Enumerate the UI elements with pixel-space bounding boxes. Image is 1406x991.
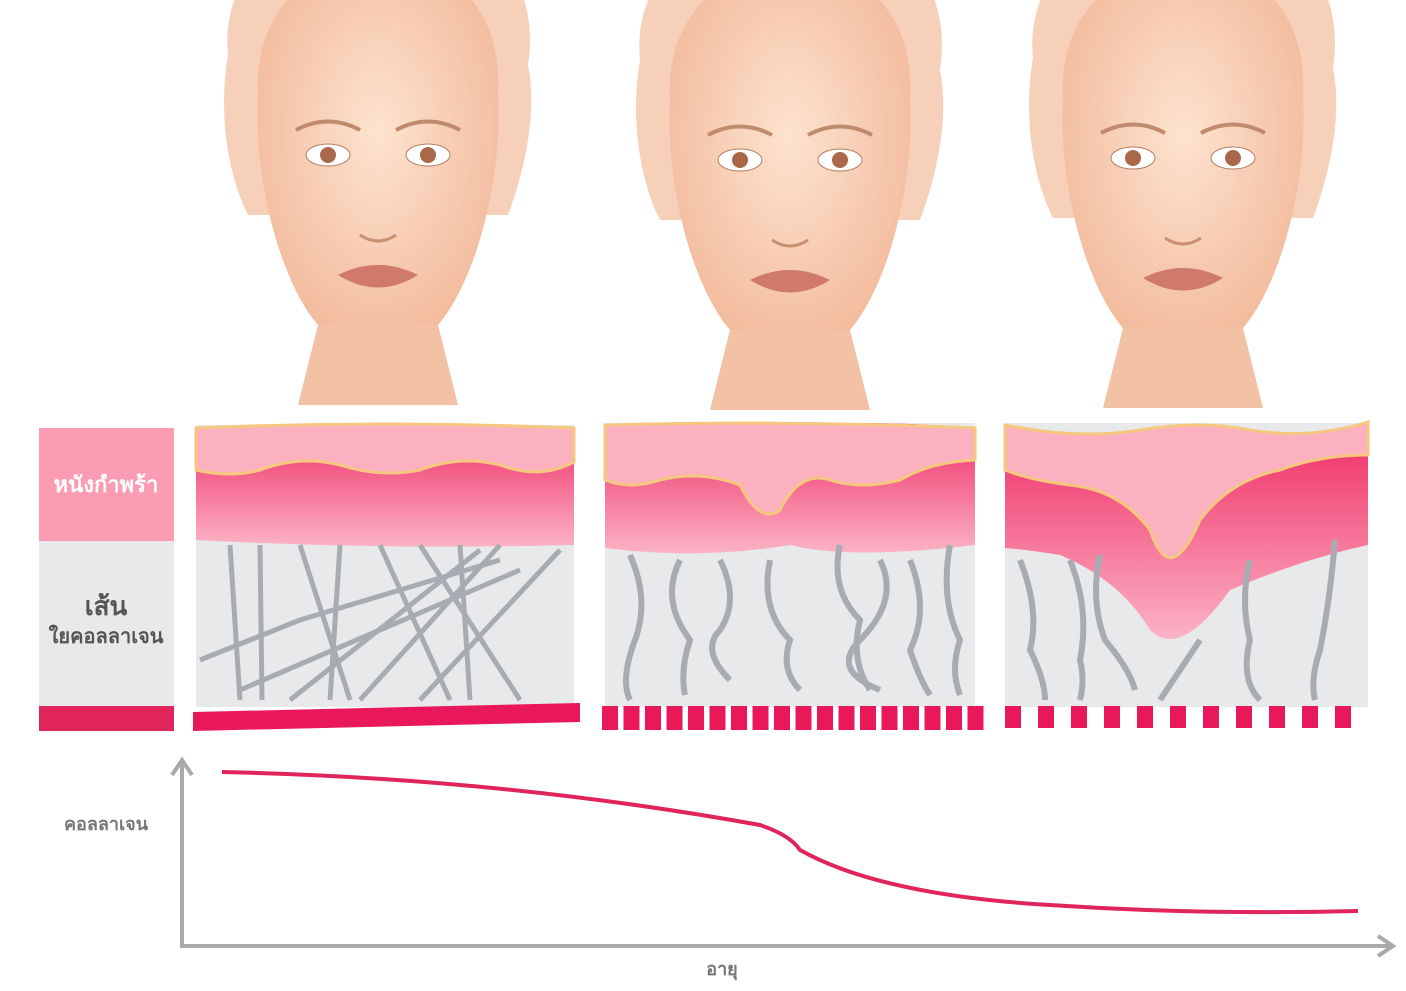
membrane-segment: [709, 706, 726, 730]
legend-fibers: [39, 541, 174, 706]
collagen-curve: [221, 770, 1359, 915]
face-old: [1027, 0, 1339, 410]
membrane-segment: [1170, 706, 1186, 728]
legend-base: [39, 706, 174, 731]
membrane-segment: [1335, 706, 1351, 728]
membrane-segment: [1302, 706, 1318, 728]
membrane-segment: [860, 706, 876, 730]
membrane-segment: [795, 706, 812, 730]
membrane-segment: [688, 706, 704, 730]
membrane-segment: [1005, 706, 1021, 728]
membrane-segment: [1071, 706, 1087, 728]
membrane-segment: [1104, 706, 1120, 728]
legend-epidermis: [39, 428, 174, 541]
basement-membranes: [602, 706, 1351, 730]
membrane-segment: [774, 706, 790, 730]
collagen-graph: คอลลาเจน อายุ: [64, 756, 1397, 981]
membrane-segment: [602, 706, 618, 730]
membrane-segment: [623, 706, 640, 730]
membrane-segment: [967, 706, 984, 730]
membrane-segment: [1203, 706, 1219, 728]
membrane-segment: [731, 706, 747, 730]
membrane-segment: [903, 706, 919, 730]
membrane-segment: [946, 706, 962, 730]
skin-panel-middle: [603, 421, 977, 707]
membrane-segment: [1038, 706, 1054, 728]
membrane-segment: [1269, 706, 1285, 728]
membrane-segment: [817, 706, 833, 730]
x-axis-label: อายุ: [706, 959, 737, 981]
fiber-label-1: เส้น: [85, 592, 128, 622]
membrane-segment: [924, 706, 941, 730]
y-axis-label: คอลลาเจน: [64, 814, 149, 835]
skin-panel-young: [193, 422, 580, 731]
membrane-segment: [881, 706, 898, 730]
membrane-segment: [645, 706, 661, 730]
membrane-segment: [1236, 706, 1252, 728]
membrane-segment: [838, 706, 855, 730]
skin-panel-old: [1003, 419, 1370, 707]
face-middle: [634, 0, 946, 412]
fiber-label-2: ใยคอลลาเจน: [49, 624, 164, 648]
membrane-segment: [752, 706, 769, 730]
face-young: [222, 0, 534, 407]
membrane-segment: [1137, 706, 1153, 728]
epidermis-label: หนังกำพร้า: [54, 473, 159, 498]
membrane-segment: [666, 706, 683, 730]
